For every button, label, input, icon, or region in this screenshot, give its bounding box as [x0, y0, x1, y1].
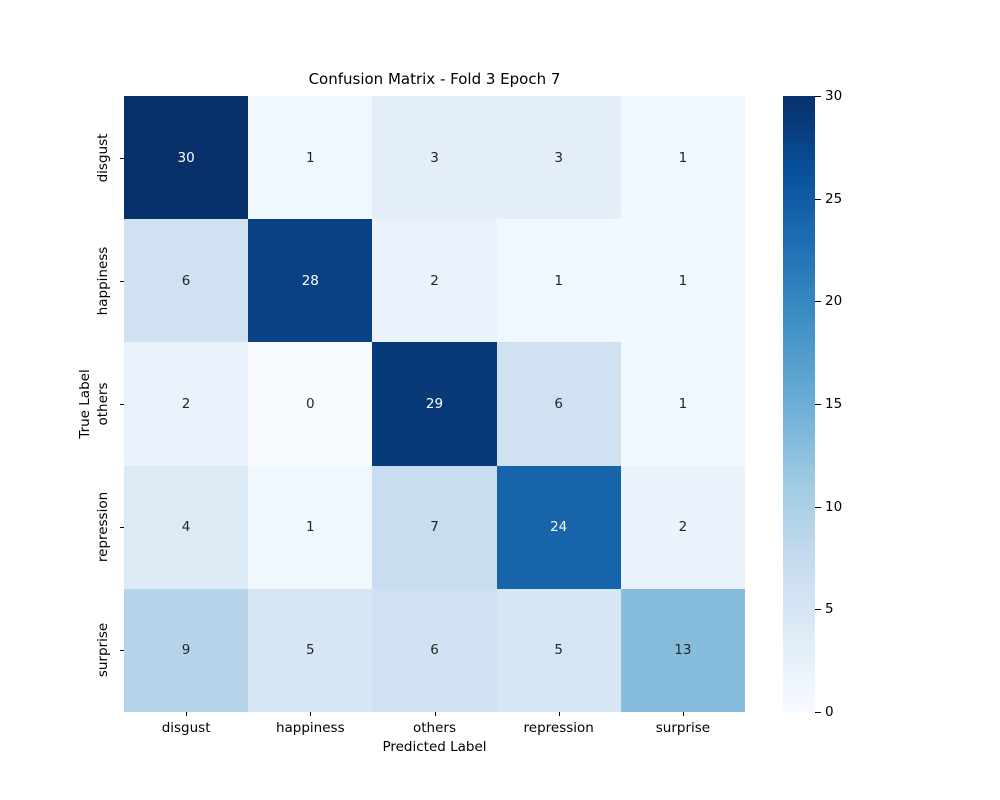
cell-value: 13: [674, 642, 692, 659]
y-tick-mark: [120, 280, 124, 282]
cell-value: 1: [678, 272, 688, 289]
y-tick-label: disgust: [95, 133, 111, 182]
heatmap-cell: 1: [248, 96, 373, 220]
cell-value: 5: [305, 642, 315, 659]
cell-value: 7: [430, 519, 439, 536]
y-tick-mark: [120, 404, 124, 405]
heatmap-cell: 13: [620, 588, 745, 712]
heatmap-cell: 5: [248, 588, 373, 712]
x-tick-label: repression: [523, 720, 594, 736]
y-tick-label: others: [95, 382, 111, 426]
colorbar-tick-mark: [815, 609, 821, 611]
heatmap-cell: 7: [372, 465, 497, 589]
colorbar-tick-mark: [815, 301, 821, 303]
heatmap-cell: 1: [620, 219, 745, 343]
cell-value: 24: [550, 519, 568, 536]
x-tick-label: others: [413, 720, 456, 736]
heatmap-cell: 6: [496, 342, 621, 466]
heatmap-cell: 6: [124, 219, 249, 343]
cell-value: 6: [554, 395, 563, 412]
heatmap-cell: 3: [372, 96, 497, 220]
cell-value: 3: [430, 149, 439, 166]
heatmap-cell: 4: [124, 465, 249, 589]
heatmap-cell: 6: [372, 588, 497, 712]
cell-value: 30: [177, 149, 195, 166]
cell-value: 5: [554, 642, 563, 659]
colorbar-tick-label: 15: [825, 396, 843, 412]
chart-title: Confusion Matrix - Fold 3 Epoch 7: [308, 70, 561, 88]
colorbar-tick-mark: [815, 404, 821, 405]
x-tick-label: disgust: [161, 720, 211, 736]
x-tick-mark: [682, 712, 684, 716]
colorbar-tick-mark: [815, 712, 821, 713]
heatmap-cell: 3: [496, 96, 621, 220]
colorbar-tick-label: 20: [825, 293, 843, 310]
colorbar-tick-label: 25: [825, 190, 843, 207]
cell-value: 2: [430, 272, 439, 289]
cell-value: 0: [305, 395, 315, 412]
x-axis-title: Predicted Label: [382, 739, 487, 755]
x-tick-mark: [558, 712, 560, 716]
x-tick-label: surprise: [655, 720, 711, 736]
y-tick-mark: [120, 157, 124, 159]
colorbar-tick-mark: [815, 96, 821, 97]
cell-value: 1: [678, 395, 688, 412]
heatmap-cell: 9: [124, 588, 249, 712]
colorbar-tick-label: 10: [825, 498, 843, 515]
heatmap-cell: 1: [620, 342, 745, 466]
cell-value: 6: [181, 272, 191, 289]
heatmap-cell: 2: [620, 465, 745, 589]
heatmap-cell: 1: [248, 465, 373, 589]
y-tick-mark: [120, 527, 124, 529]
heatmap-cell: 2: [124, 342, 249, 466]
heatmap-cell: 24: [496, 465, 621, 589]
colorbar-tick-label: 0: [825, 704, 834, 720]
heatmap-cell: 0: [248, 342, 373, 466]
x-tick-label: happiness: [275, 720, 345, 736]
cell-value: 4: [181, 519, 191, 536]
cell-value: 2: [181, 395, 191, 412]
x-tick-labels: disgust happiness others repression surprise: [124, 720, 745, 736]
y-tick-mark: [120, 650, 124, 652]
cell-value: 1: [554, 272, 563, 289]
cell-value: 28: [301, 272, 319, 289]
cell-value: 6: [430, 642, 439, 659]
heatmap-cell: 2: [372, 219, 497, 343]
y-tick-label: happiness: [95, 246, 111, 316]
cell-value: 3: [554, 149, 563, 166]
heatmap-cell: 1: [496, 219, 621, 343]
colorbar-tick-label: 5: [825, 601, 834, 618]
colorbar-tick-mark: [815, 198, 821, 200]
y-tick-label: repression: [95, 492, 111, 563]
y-tick-label: surprise: [95, 623, 111, 678]
x-tick-mark: [434, 712, 436, 716]
cell-value: 1: [305, 519, 315, 536]
cell-value: 1: [305, 149, 315, 166]
colorbar-tick-label: 30: [825, 88, 843, 104]
colorbar-tick-mark: [815, 506, 821, 508]
cell-value: 1: [678, 149, 688, 166]
heatmap-cell: 29: [372, 342, 497, 466]
heatmap-cell: 28: [248, 219, 373, 343]
heatmap-cell: 30: [124, 96, 249, 220]
x-tick-mark: [186, 712, 188, 716]
heatmap-grid: 30 1 3 3 1 6 28 2 1 1 2 0 29 6 1 4 1 7 24 2 9 5 6 5 13: [124, 96, 745, 712]
cell-value: 29: [425, 395, 444, 412]
x-tick-mark: [310, 712, 312, 716]
cell-value: 9: [181, 642, 191, 659]
heatmap-cell: 1: [620, 96, 745, 220]
y-axis-title: True Label: [77, 369, 93, 439]
heatmap-cell: 5: [496, 588, 621, 712]
colorbar: [783, 96, 815, 712]
cell-value: 2: [678, 519, 688, 536]
